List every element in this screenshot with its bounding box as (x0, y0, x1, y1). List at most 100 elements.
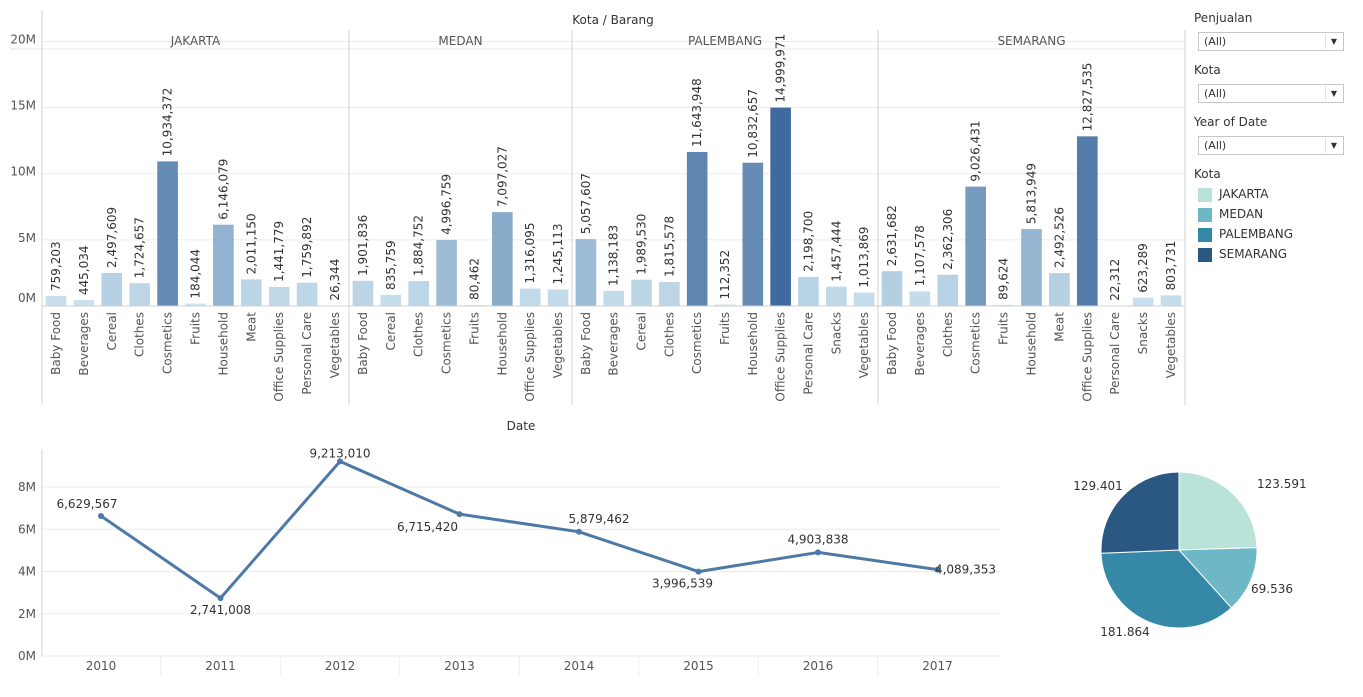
bar-value-label: 14,999,971 (774, 34, 788, 103)
bar (686, 151, 708, 306)
legend-label: JAKARTA (1219, 187, 1269, 201)
filter-select-kota[interactable]: (All) ▼ (1198, 84, 1344, 103)
bar-value-label: 803,731 (1164, 241, 1178, 291)
y-tick-label: 8M (18, 480, 36, 494)
x-category-label: Snacks (829, 312, 843, 354)
x-category-label: Fruits (997, 312, 1011, 345)
y-tick-label: 15M (10, 99, 36, 113)
pie-slice (1100, 549, 1233, 629)
y-tick-label: 20M (10, 32, 36, 46)
y-tick-label: 10M (10, 165, 36, 179)
bar (129, 283, 151, 306)
x-category-label: Cosmetics (969, 312, 983, 374)
bar (659, 281, 680, 306)
line-point (934, 566, 941, 573)
x-category-label: Household (746, 312, 760, 376)
x-tick-label: 2014 (564, 659, 595, 673)
y-tick-label: 6M (18, 522, 36, 536)
bar (631, 279, 652, 306)
bar (268, 286, 290, 306)
bar (853, 292, 875, 306)
bar (240, 279, 262, 306)
bar-value-label: 9,026,431 (969, 121, 983, 182)
bar (881, 271, 903, 306)
bar-value-label: 445,034 (77, 245, 91, 295)
filter-label-kota: Kota (1194, 63, 1221, 77)
legend-label: MEDAN (1219, 207, 1264, 221)
x-category-label: Cereal (105, 312, 119, 351)
pie-slice (1100, 471, 1180, 554)
bar-value-label: 80,462 (467, 258, 481, 300)
bar-value-label: 2,011,150 (244, 213, 258, 274)
x-category-label: Baby Food (885, 312, 899, 375)
bar (547, 289, 569, 306)
bar (937, 274, 959, 306)
pie-slice (1177, 547, 1258, 609)
x-category-label: Personal Care (300, 312, 314, 395)
x-category-label: Personal Care (1108, 312, 1122, 395)
bar-value-label: 5,813,949 (1025, 163, 1039, 224)
x-tick-label: 2013 (444, 659, 475, 673)
bar (714, 304, 736, 306)
pie-value-label: 129.401 (1073, 479, 1123, 493)
bar (825, 286, 847, 306)
bar (770, 107, 791, 306)
filter-select-year[interactable]: (All) ▼ (1198, 136, 1344, 155)
chevron-down-icon[interactable]: ▼ (1325, 34, 1342, 49)
bar-value-label: 1,815,578 (662, 216, 676, 277)
bar-value-label: 184,044 (189, 249, 203, 299)
line-point (456, 511, 463, 518)
bar (157, 161, 178, 306)
bar (993, 304, 1014, 306)
legend-swatch (1198, 208, 1212, 222)
x-tick-label: 2011 (205, 659, 236, 673)
bar-value-label: 7,097,027 (495, 146, 509, 207)
bar-value-label: 2,497,609 (105, 207, 119, 268)
line-point (337, 458, 343, 465)
bar-value-label: 759,203 (49, 241, 63, 291)
bar-value-label: 1,441,779 (272, 221, 286, 282)
x-category-label: Vegetables (1164, 312, 1178, 378)
x-category-label: Clothes (412, 312, 426, 357)
line-point (217, 595, 224, 602)
chevron-down-icon[interactable]: ▼ (1325, 86, 1342, 101)
line-value-label: 2,741,008 (190, 603, 251, 617)
panel-header: JAKARTA (170, 34, 221, 48)
bar (1132, 297, 1154, 306)
x-category-label: Office Supplies (1080, 312, 1094, 402)
bar (1076, 136, 1098, 306)
bar (45, 295, 67, 306)
bar (519, 288, 541, 306)
bar (603, 290, 625, 306)
x-category-label: Beverages (913, 312, 927, 376)
chevron-down-icon[interactable]: ▼ (1325, 138, 1342, 153)
x-category-label: Snacks (1136, 312, 1150, 354)
line-value-label: 4,089,353 (935, 563, 996, 577)
bar (380, 294, 402, 306)
line-value-label: 9,213,010 (309, 446, 370, 460)
line-series (100, 459, 938, 600)
bar-value-label: 89,624 (997, 258, 1011, 300)
filter-value-kota: (All) (1204, 87, 1227, 100)
bar-value-label: 6,146,079 (216, 159, 230, 220)
x-category-label: Meat (244, 312, 258, 342)
bar-value-label: 4,996,759 (440, 174, 454, 235)
bar-value-label: 11,643,948 (690, 78, 704, 147)
y-tick-label: 2M (18, 607, 36, 621)
filter-label-penjualan: Penjualan (1194, 11, 1253, 25)
bar-value-label: 2,492,526 (1052, 207, 1066, 268)
x-category-label: Household (495, 312, 509, 376)
bar-value-label: 1,316,095 (523, 223, 537, 284)
legend-swatch (1198, 248, 1212, 262)
x-category-label: Household (216, 312, 230, 376)
x-category-label: Cosmetics (161, 312, 175, 374)
bar-value-label: 10,832,657 (746, 89, 760, 158)
line-chart-title: Date (507, 419, 536, 433)
legend-swatch (1198, 188, 1212, 202)
x-tick-label: 2016 (803, 659, 834, 673)
filter-select-penjualan[interactable]: (All) ▼ (1198, 32, 1344, 51)
line-point (576, 528, 582, 535)
bar-value-label: 1,884,752 (412, 215, 426, 276)
legend-label: PALEMBANG (1219, 227, 1294, 241)
x-category-label: Baby Food (579, 312, 593, 375)
